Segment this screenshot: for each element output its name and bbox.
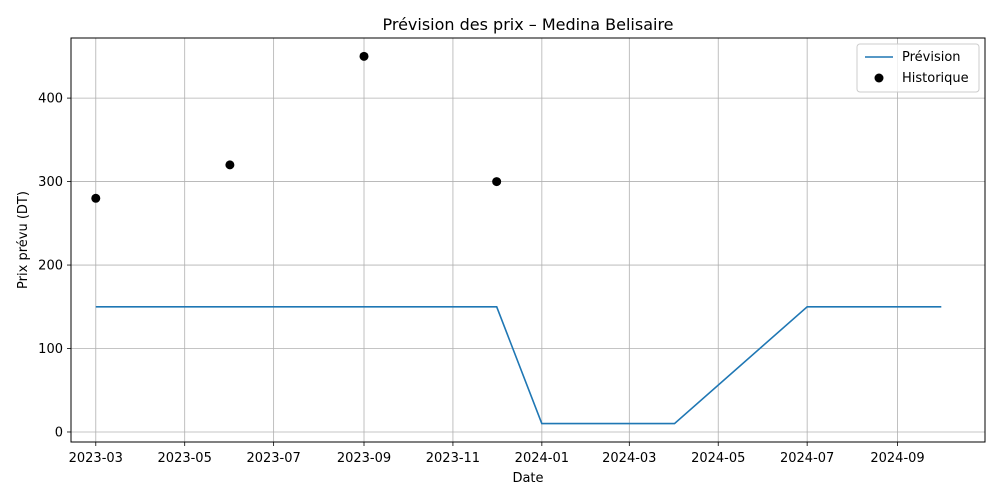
x-tick-label: 2024-05 xyxy=(691,451,745,466)
legend-box xyxy=(856,43,980,93)
x-tick-label: 2024-03 xyxy=(602,451,656,466)
x-tick-label: 2023-09 xyxy=(337,451,391,466)
ticks: 2023-03 2023-05 2023-07 2023-09 2023-11 2024-… xyxy=(38,92,925,466)
historique-point xyxy=(492,177,502,187)
historique-point xyxy=(91,193,101,203)
x-tick-label: 2024-07 xyxy=(780,451,834,466)
y-tick-label: 200 xyxy=(38,259,63,274)
y-tick-label: 300 xyxy=(38,175,63,190)
x-tick-label: 2023-11 xyxy=(426,451,480,466)
legend-label-historique: Historique xyxy=(902,71,969,86)
x-tick-label: 2023-03 xyxy=(69,451,123,466)
x-tick-label: 2023-05 xyxy=(158,451,212,466)
x-tick-label: 2023-07 xyxy=(246,451,300,466)
y-tick-label: 400 xyxy=(38,92,63,107)
y-axis-label: Prix prévu (DT) xyxy=(16,191,31,289)
x-tick-label: 2024-01 xyxy=(515,451,569,466)
x-axis-label: Date xyxy=(512,471,543,486)
y-tick-label: 0 xyxy=(55,425,63,440)
chart-title: Prévision des prix – Medina Belisaire xyxy=(382,15,673,34)
historique-point xyxy=(359,51,369,61)
x-tick-label: 2024-09 xyxy=(870,451,924,466)
legend: Prévision Historique xyxy=(856,43,980,93)
legend-dot-swatch xyxy=(874,73,884,83)
historique-point xyxy=(225,160,235,170)
axes-frame xyxy=(70,37,986,443)
legend-label-prevision: Prévision xyxy=(902,50,961,65)
series-line-prevision xyxy=(95,305,942,425)
y-tick-label: 100 xyxy=(38,342,63,357)
grid xyxy=(71,38,985,442)
plot-area xyxy=(91,51,942,425)
